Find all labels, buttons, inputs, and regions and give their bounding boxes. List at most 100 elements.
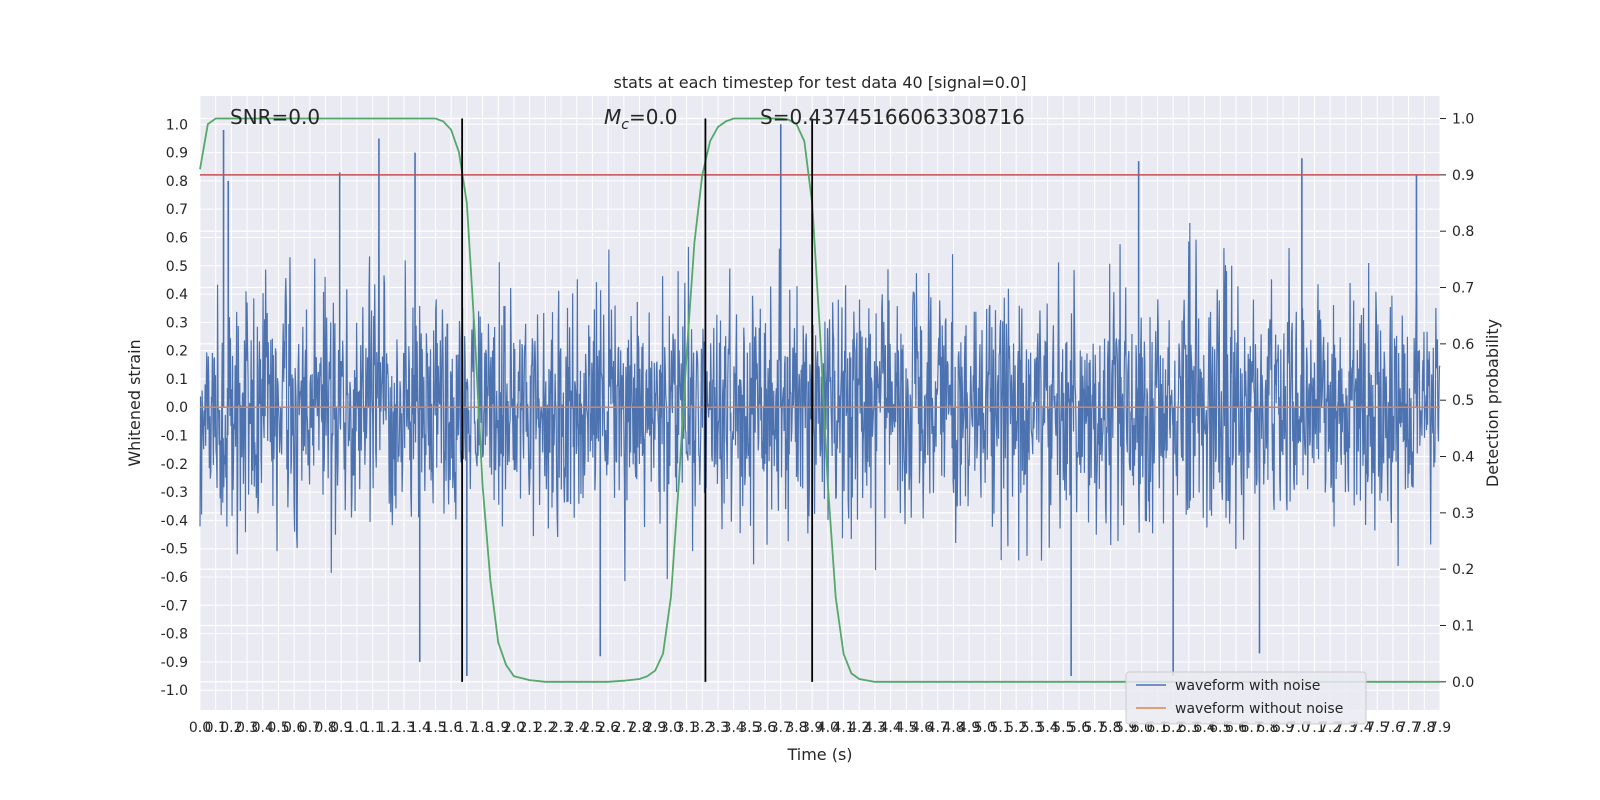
x-tick-label: 4.9	[958, 720, 980, 736]
x-tick-label: 3.8	[785, 720, 807, 736]
y-right-tick-label: 0.5	[1452, 393, 1474, 409]
x-tick-label: 5.4	[1036, 720, 1058, 736]
x-tick-label: 0.2	[220, 720, 242, 736]
x-tick-label: 1.0	[346, 720, 368, 736]
x-tick-label: 3.3	[707, 720, 729, 736]
y-right-tick-label: 0.8	[1452, 224, 1474, 240]
x-tick-label: 3.5	[738, 720, 760, 736]
x-tick-label: 1.9	[487, 720, 509, 736]
x-tick-label: 0.3	[236, 720, 258, 736]
y-left-tick-label: 0.0	[166, 400, 188, 416]
y-left-tick-label: -0.5	[161, 542, 188, 558]
x-tick-label: 2.9	[644, 720, 666, 736]
x-tick-label: 3.1	[675, 720, 697, 736]
x-tick-label: 5.1	[989, 720, 1011, 736]
x-tick-label: 4.0	[817, 720, 839, 736]
x-tick-label: 1.8	[471, 720, 493, 736]
y-left-tick-label: 0.8	[166, 174, 188, 190]
y-left-tick-label: -0.1	[161, 429, 188, 445]
y-right-tick-label: 0.7	[1452, 281, 1474, 297]
x-tick-label: 1.6	[440, 720, 462, 736]
x-tick-label: 1.7	[456, 720, 478, 736]
x-tick-label: 2.2	[534, 720, 556, 736]
x-tick-label: 5.8	[1099, 720, 1121, 736]
x-tick-label: 7.5	[1366, 720, 1388, 736]
legend: waveform with noise waveform without noi…	[1125, 671, 1367, 725]
x-tick-label: 0.7	[299, 720, 321, 736]
x-tick-label: 7.8	[1413, 720, 1435, 736]
y-left-tick-label: -0.8	[161, 627, 188, 643]
x-tick-label: 3.7	[770, 720, 792, 736]
y-left-tick-label: 0.1	[166, 372, 188, 388]
y-left-tick-label: 1.0	[166, 117, 188, 133]
y-left-tick-labels: 1.0 0.9 0.8 0.7 0.6 0.5 0.4 0.3 0.2 0.1 0.0 -0.1 -0.…	[161, 117, 188, 699]
y-left-tick-label: -0.7	[161, 598, 188, 614]
x-tick-label: 1.1	[362, 720, 384, 736]
y-right-tick-label: 0.2	[1452, 562, 1474, 578]
y-left-tick-label: 0.4	[166, 287, 188, 303]
x-tick-label: 1.4	[409, 720, 431, 736]
y-right-tick-label: 0.4	[1452, 450, 1474, 466]
x-tick-label: 4.1	[832, 720, 854, 736]
y-left-tick-label: 0.3	[166, 315, 188, 331]
y-left-tick-label: 0.6	[166, 230, 188, 246]
s-annotation: S=0.43745166063308716	[760, 105, 1025, 129]
x-tick-label: 0.1	[205, 720, 227, 736]
x-tick-label: 0.4	[252, 720, 274, 736]
y-left-tick-label: 0.5	[166, 259, 188, 275]
x-tick-label: 1.2	[377, 720, 399, 736]
legend-box	[1125, 671, 1367, 725]
x-tick-label: 1.5	[424, 720, 446, 736]
x-tick-label: 3.0	[660, 720, 682, 736]
x-tick-label: 4.7	[927, 720, 949, 736]
y-right-tick-label: 0.1	[1452, 619, 1474, 635]
detection-probability-line	[199, 117, 1440, 683]
y-right-tick-labels: 1.0 0.9 0.8 0.7 0.6 0.5 0.4 0.3 0.2 0.1 0.0	[1440, 112, 1474, 691]
x-tick-label: 4.4	[880, 720, 902, 736]
x-tick-label: 2.7	[613, 720, 635, 736]
y-right-tick-label: 0.0	[1452, 675, 1474, 691]
x-tick-label: 0.0	[189, 720, 211, 736]
x-tick-label: 2.5	[581, 720, 603, 736]
y-right-tick-label: 0.9	[1452, 168, 1474, 184]
y-left-tick-label: -0.3	[161, 485, 188, 501]
y-right-axis-label: Detection probability	[1483, 319, 1502, 487]
x-tick-label: 1.3	[393, 720, 415, 736]
legend-label-noise: waveform with noise	[1175, 678, 1320, 694]
x-tick-label: 7.6	[1382, 720, 1404, 736]
snr-annotation: SNR=0.0	[230, 105, 320, 129]
x-tick-label: 3.9	[801, 720, 823, 736]
x-axis-label: Time (s)	[786, 745, 852, 764]
y-left-tick-label: -0.2	[161, 457, 188, 473]
mc-subscript: c	[621, 117, 629, 133]
detection-probability-series	[199, 117, 1440, 683]
y-left-tick-label: -0.9	[161, 655, 188, 671]
x-tick-label: 5.3	[1021, 720, 1043, 736]
x-tick-label: 4.6	[911, 720, 933, 736]
chart-title: stats at each timestep for test data 40 …	[614, 73, 1027, 92]
y-left-tick-label: 0.7	[166, 202, 188, 218]
y-right-tick-label: 0.3	[1452, 506, 1474, 522]
x-tick-label: 4.2	[848, 720, 870, 736]
x-tick-label: 0.9	[330, 720, 352, 736]
x-tick-label: 2.1	[518, 720, 540, 736]
x-tick-label: 2.0	[503, 720, 525, 736]
x-tick-label: 3.6	[754, 720, 776, 736]
x-tick-label: 3.4	[723, 720, 745, 736]
y-left-tick-label: -1.0	[161, 683, 188, 699]
x-tick-label: 0.5	[267, 720, 289, 736]
mc-symbol: M	[604, 105, 621, 129]
x-tick-label: 0.6	[283, 720, 305, 736]
x-tick-label: 5.0	[974, 720, 996, 736]
legend-label-clean: waveform without noise	[1175, 701, 1343, 717]
x-tick-label: 5.5	[1052, 720, 1074, 736]
x-tick-label: 2.8	[628, 720, 650, 736]
x-tick-label: 0.8	[314, 720, 336, 736]
x-tick-label: 4.8	[942, 720, 964, 736]
x-tick-label: 7.9	[1429, 720, 1451, 736]
x-tick-label: 3.2	[691, 720, 713, 736]
y-left-tick-label: -0.4	[161, 513, 188, 529]
x-tick-label: 5.7	[1084, 720, 1106, 736]
mc-value: =0.0	[629, 105, 678, 129]
waveform-with-noise-line	[199, 222, 1441, 582]
